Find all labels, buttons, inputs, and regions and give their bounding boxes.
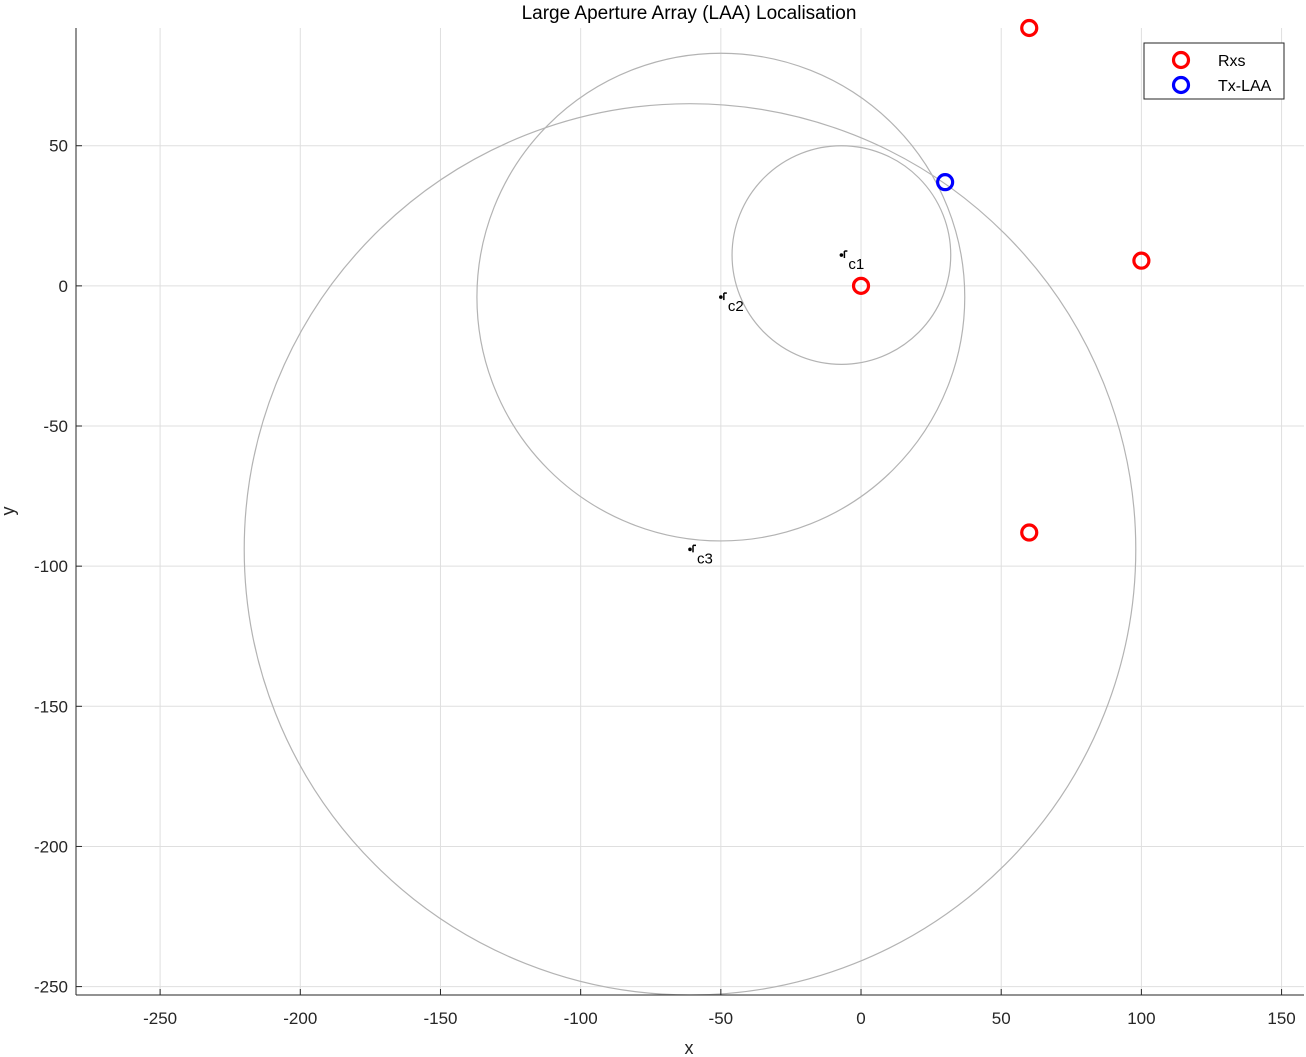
x-tick-label: -250 bbox=[143, 1009, 177, 1028]
y-tick-label: 50 bbox=[49, 137, 68, 156]
data-points bbox=[851, 18, 1151, 542]
y-tick-label: 0 bbox=[59, 277, 68, 296]
chart-title: Large Aperture Array (LAA) Localisation bbox=[522, 3, 857, 24]
center-dot-c1 bbox=[839, 253, 844, 257]
x-tick-label: -200 bbox=[283, 1009, 317, 1028]
y-tick-label: -100 bbox=[34, 557, 68, 576]
legend-label-rxs: Rxs bbox=[1218, 53, 1246, 70]
axes: -250 -200 -150 -100 -50 0 50 100 150 50 0 -50 -100 -1… bbox=[34, 28, 1304, 1028]
grid bbox=[76, 28, 1304, 995]
circle-c1 bbox=[731, 145, 952, 365]
x-tick-label: -100 bbox=[564, 1009, 598, 1028]
center-dot-c3 bbox=[688, 547, 692, 552]
legend-label-tx-laa: Tx-LAA bbox=[1218, 78, 1272, 95]
center-label-c2: c2 bbox=[728, 298, 744, 315]
y-tick-label: -50 bbox=[43, 417, 68, 436]
legend-box bbox=[1143, 42, 1285, 100]
y-axis-label: y bbox=[0, 507, 18, 516]
x-tick-label: 50 bbox=[992, 1009, 1011, 1028]
y-tick-label: -150 bbox=[34, 697, 68, 716]
point-rxs bbox=[1132, 251, 1151, 270]
x-tick-label: 150 bbox=[1267, 1009, 1295, 1028]
center-label-c3: c3 bbox=[697, 550, 713, 567]
plot-area: c1 c2 c3 -250 -200 -150 -100 -50 0 50 100 150 50 0 -5… bbox=[34, 18, 1304, 1028]
point-rxs bbox=[1020, 523, 1039, 542]
x-tick-label: 100 bbox=[1127, 1009, 1155, 1028]
x-tick-label: -150 bbox=[423, 1009, 457, 1028]
legend-marker-rxs bbox=[1171, 50, 1191, 70]
center-label-c1: c1 bbox=[848, 256, 864, 273]
x-axis-label: x bbox=[685, 1038, 694, 1057]
legend-marker-tx-laa bbox=[1171, 75, 1191, 95]
y-tick-label: -200 bbox=[34, 837, 68, 856]
circle-c2 bbox=[476, 52, 966, 542]
x-tick-label: -50 bbox=[709, 1009, 734, 1028]
point-tx-laa bbox=[936, 173, 955, 192]
point-rxs bbox=[851, 276, 871, 295]
center-dot-c2 bbox=[719, 295, 723, 299]
y-tick-label: -250 bbox=[34, 978, 68, 997]
legend: Rxs Tx-LAA bbox=[1143, 42, 1285, 100]
x-tick-label: 0 bbox=[856, 1009, 865, 1028]
point-rxs bbox=[1020, 18, 1039, 38]
center-marks: c1 c2 c3 bbox=[688, 250, 864, 567]
